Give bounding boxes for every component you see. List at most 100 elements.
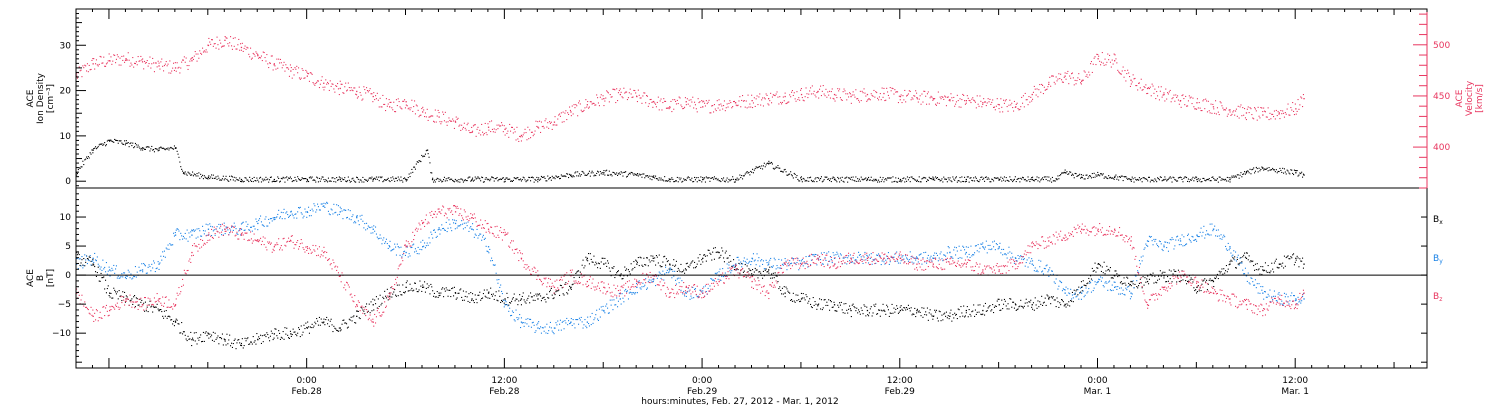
data-point — [636, 101, 638, 103]
data-point — [1156, 282, 1158, 284]
data-point — [883, 92, 885, 95]
data-point — [472, 125, 474, 127]
data-point — [452, 180, 454, 182]
data-point — [302, 217, 304, 219]
data-point — [1014, 303, 1016, 305]
data-point — [819, 179, 821, 181]
data-point — [375, 233, 377, 235]
data-point — [132, 277, 134, 279]
data-point — [685, 101, 687, 103]
data-point — [641, 264, 643, 266]
data-point — [590, 258, 592, 260]
data-point — [690, 295, 692, 297]
data-point — [644, 92, 646, 94]
data-point — [1010, 298, 1012, 300]
data-point — [487, 251, 489, 253]
data-point — [931, 178, 933, 180]
data-point — [289, 176, 291, 178]
data-point — [771, 277, 773, 279]
data-point — [704, 181, 706, 183]
data-point — [412, 244, 414, 246]
data-point — [1123, 277, 1125, 279]
data-point — [231, 48, 233, 50]
data-point — [1276, 172, 1278, 174]
data-point — [642, 282, 644, 284]
data-point — [565, 110, 567, 112]
data-point — [684, 295, 686, 297]
data-point — [621, 278, 623, 280]
data-point — [376, 307, 378, 309]
data-point — [1054, 180, 1056, 182]
data-point — [395, 177, 397, 179]
data-point — [263, 334, 265, 336]
data-point — [222, 45, 224, 47]
data-point — [621, 172, 623, 174]
data-point — [1031, 93, 1033, 96]
data-point — [383, 180, 385, 182]
data-point — [708, 177, 710, 179]
data-point — [328, 213, 330, 215]
data-point — [567, 324, 569, 326]
data-point — [491, 293, 493, 295]
data-point — [545, 301, 547, 303]
data-point — [1010, 179, 1012, 181]
data-point — [1254, 107, 1256, 109]
data-point — [317, 80, 319, 82]
data-point — [595, 261, 597, 263]
data-point — [899, 180, 901, 182]
data-point — [843, 181, 845, 183]
data-point — [91, 59, 93, 61]
data-point — [770, 92, 772, 94]
data-point — [1069, 171, 1071, 173]
data-point — [1287, 170, 1289, 172]
data-point — [1140, 178, 1142, 180]
data-point — [946, 96, 948, 98]
data-point — [284, 181, 286, 183]
data-point — [114, 272, 116, 274]
data-point — [1030, 299, 1032, 301]
data-point — [227, 43, 229, 45]
data-point — [453, 181, 455, 183]
data-point — [497, 282, 499, 284]
data-point — [1126, 276, 1128, 278]
data-point — [337, 88, 339, 90]
data-point — [207, 333, 210, 335]
data-point — [743, 175, 745, 177]
data-point — [762, 105, 764, 107]
data-point — [290, 178, 292, 180]
data-point — [761, 165, 763, 167]
data-point — [1294, 170, 1296, 172]
data-point — [351, 178, 353, 180]
data-point — [513, 128, 515, 130]
data-point — [579, 319, 581, 321]
data-point — [313, 325, 315, 327]
data-point — [458, 125, 460, 127]
data-point — [428, 156, 430, 158]
data-point — [749, 103, 751, 105]
data-point — [698, 179, 700, 181]
data-point — [692, 260, 694, 262]
data-point — [834, 100, 836, 102]
data-point — [205, 177, 207, 179]
data-point — [854, 96, 856, 98]
data-point — [816, 181, 818, 183]
data-point — [376, 236, 378, 238]
data-point — [465, 129, 467, 131]
data-point — [965, 178, 967, 181]
data-point — [644, 284, 646, 286]
data-point — [98, 265, 100, 267]
data-point — [583, 324, 585, 326]
data-point — [548, 178, 550, 180]
data-point — [530, 180, 532, 182]
data-point — [231, 342, 233, 344]
data-point — [570, 318, 572, 320]
data-point — [476, 302, 478, 304]
data-point — [1077, 294, 1079, 296]
data-point — [424, 247, 426, 249]
data-point — [986, 102, 988, 104]
data-point — [719, 268, 721, 270]
data-point — [721, 275, 723, 277]
data-point — [1268, 167, 1270, 169]
data-point — [659, 100, 661, 102]
data-point — [636, 174, 638, 176]
